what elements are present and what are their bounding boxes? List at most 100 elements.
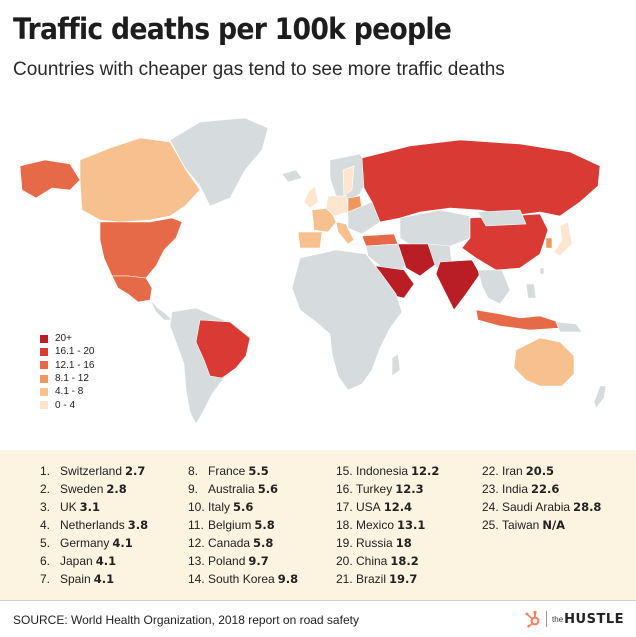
rank-country: USA [356, 500, 381, 514]
rank-country: Japan [60, 554, 93, 568]
rank-country: Mexico [356, 518, 395, 532]
legend-item: 0 - 4 [40, 398, 94, 411]
footer: SOURCE: World Health Organization, 2018 … [0, 600, 636, 637]
rank-country: Germany [60, 536, 110, 550]
rank-country: Switzerland [60, 464, 123, 478]
rank-value: 12.3 [395, 482, 424, 496]
ranking-row: 6. Japan 4.1 [40, 552, 148, 570]
ranking-column: 1. Switzerland 2.7 2. Sweden 2.8 3. UK 3.1 4. N… [40, 462, 148, 588]
rank-number: 16. [336, 482, 353, 496]
spain [297, 231, 323, 249]
rank-value: 22.6 [531, 482, 560, 496]
rank-country: Saudi Arabia [502, 500, 571, 514]
madagascar [391, 353, 401, 377]
ranking-column: 22. Iran 20.5 23. India 22.6 24. Saudi Arabia… [482, 462, 601, 534]
rank-value: 4.1 [112, 536, 133, 550]
ranking-row: 19. Russia 18 [336, 534, 439, 552]
logo-divider [546, 611, 548, 627]
rank-number: 8. [188, 464, 199, 478]
rank-country: Spain [60, 572, 91, 586]
ranking-column: 8. France 5.5 9. Australia 5.6 10. Italy 5.6 1… [188, 462, 298, 588]
ranking-row: 20. China 18.2 [336, 552, 439, 570]
legend-label: 4.1 - 8 [55, 386, 84, 398]
alaska [19, 159, 81, 199]
rank-number: 11. [188, 518, 204, 532]
ranking-row: 11. Belgium 5.8 [188, 516, 298, 534]
rank-country: Turkey [356, 482, 393, 496]
australia [513, 337, 575, 387]
rank-number: 10. [188, 500, 205, 514]
rank-value: 20.5 [525, 464, 555, 478]
map-legend: 20+ 16.1 - 20 12.1 - 16 8.1 - 12 4.1 - 8… [40, 332, 94, 412]
logo-hustle: HUSTLE [564, 611, 624, 627]
rank-value: 12.2 [411, 464, 440, 478]
rank-value: 3.8 [127, 518, 149, 532]
africa [291, 249, 403, 391]
rank-value: 5.5 [248, 464, 269, 478]
rank-number: 5. [40, 536, 51, 550]
rank-value: 13.1 [397, 518, 426, 532]
greenland [169, 117, 269, 207]
rank-country: Italy [208, 500, 231, 514]
rank-number: 22. [482, 464, 499, 478]
rank-number: 18. [336, 518, 353, 532]
china [461, 213, 549, 271]
rank-number: 7. [40, 572, 51, 586]
rank-number: 19. [336, 536, 353, 550]
legend-item: 4.1 - 8 [40, 385, 94, 398]
rank-value: 4.1 [95, 554, 117, 568]
rank-country: Taiwan [502, 518, 540, 532]
rank-number: 21. [336, 572, 353, 586]
rank-number: 14. [188, 572, 205, 586]
philippines [525, 283, 537, 299]
rank-country: UK [60, 500, 77, 514]
legend-label: 0 - 4 [55, 399, 76, 411]
rank-value: 2.7 [125, 464, 146, 478]
source-note: SOURCE: World Health Organization, 2018 … [13, 613, 359, 627]
iceland [281, 169, 303, 183]
hubspot-sprocket-icon [525, 610, 540, 628]
india [435, 259, 481, 311]
ranking-row: 8. France 5.5 [188, 462, 298, 480]
rank-country: France [208, 464, 246, 478]
legend-item: 20+ [40, 332, 94, 345]
usa [99, 217, 183, 279]
rank-country: Australia [208, 482, 255, 496]
legend-swatch [40, 401, 48, 410]
legend-label: 8.1 - 12 [55, 373, 89, 385]
ranking-row: 15. Indonesia 12.2 [336, 462, 439, 480]
rank-value: 5.8 [253, 536, 274, 550]
ranking-row: 7. Spain 4.1 [40, 570, 148, 588]
rank-value: N/A [542, 518, 566, 532]
eastern-europe [347, 201, 381, 235]
legend-swatch [40, 334, 48, 343]
new-guinea [555, 321, 583, 333]
central-asia [399, 209, 471, 251]
ranking-row: 12. Canada 5.8 [188, 534, 298, 552]
rank-number: 4. [40, 518, 51, 532]
ranking-row: 2. Sweden 2.8 [40, 480, 148, 498]
rank-number: 24. [482, 500, 499, 514]
rank-value: 5.6 [257, 482, 279, 496]
ranking-row: 25. Taiwan N/A [482, 516, 601, 534]
ranking-row: 14. South Korea 9.8 [188, 570, 298, 588]
ranking-row: 23. India 22.6 [482, 480, 601, 498]
rank-country: Poland [208, 554, 246, 568]
rank-country: India [502, 482, 529, 496]
legend-swatch [40, 361, 48, 370]
rank-country: Canada [208, 536, 251, 550]
rank-number: 2. [40, 482, 51, 496]
legend-label: 16.1 - 20 [55, 346, 95, 358]
world-map [19, 117, 607, 425]
rank-number: 12. [188, 536, 205, 550]
new-zealand [593, 385, 607, 409]
southeast-asia [477, 269, 511, 305]
rank-number: 13. [188, 554, 205, 568]
rank-number: 23. [482, 482, 499, 496]
brand-logo[interactable]: the HUSTLE [524, 610, 624, 628]
rank-value: 5.6 [233, 500, 254, 514]
rank-country: Brazil [356, 572, 387, 586]
sweden [342, 165, 355, 197]
rank-number: 20. [336, 554, 353, 568]
legend-swatch [40, 374, 48, 383]
